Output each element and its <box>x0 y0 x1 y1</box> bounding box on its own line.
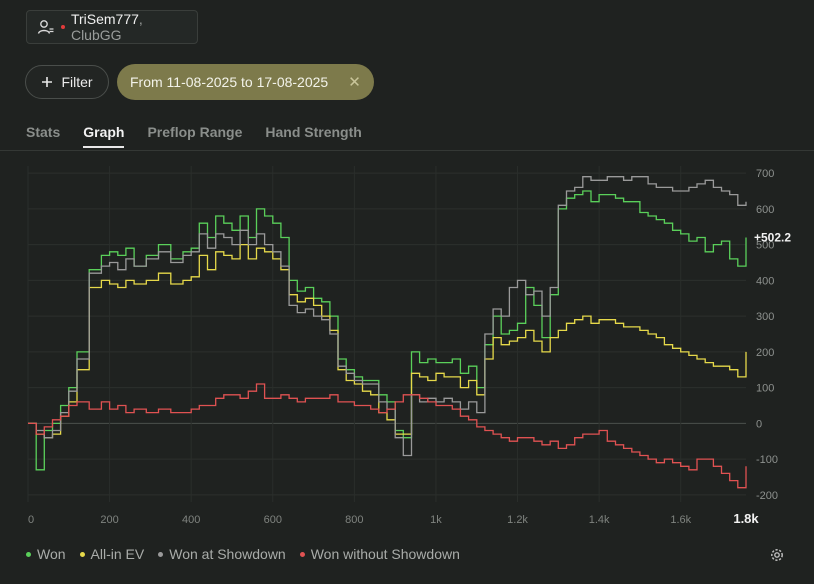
legend-item-allin-ev[interactable]: All-in EV <box>79 546 145 562</box>
player-name: TriSem777 <box>70 11 139 27</box>
player-selector[interactable]: TriSem777, ClubGG <box>26 10 198 44</box>
player-label: TriSem777, ClubGG <box>71 11 197 43</box>
y-tick-label: -100 <box>756 454 778 466</box>
y-tick-label: 500 <box>756 240 774 252</box>
tabs-divider <box>0 150 814 151</box>
y-tick-label: -200 <box>756 490 778 502</box>
x-tick-label: 1.6k <box>670 514 691 526</box>
legend-dot <box>158 551 164 557</box>
tab-bar: Stats Graph Preflop Range Hand Strength <box>26 124 385 148</box>
legend-dot <box>299 551 305 557</box>
tab-stats[interactable]: Stats <box>26 124 61 140</box>
x-tick-label: 400 <box>182 514 200 526</box>
chart-legend: Won All-in EV Won at Showdown Won withou… <box>26 546 460 562</box>
close-icon[interactable]: ✕ <box>348 74 361 91</box>
gear-icon[interactable] <box>768 546 786 564</box>
x-tick-label: 1k <box>430 514 442 526</box>
y-tick-label: 200 <box>756 347 774 359</box>
legend-label: All-in EV <box>90 546 145 562</box>
legend-item-won[interactable]: Won <box>26 546 66 562</box>
y-tick-label: 600 <box>756 204 774 216</box>
series-line-all-in-ev <box>28 243 747 439</box>
x-tick-label: 600 <box>264 514 282 526</box>
tab-hand-strength[interactable]: Hand Strength <box>265 124 362 140</box>
profit-graph[interactable]: -200 -100 0 100 200 300 400 500 600 700 0 200 400 600… <box>0 152 814 548</box>
date-range-chip[interactable]: From 11-08-2025 to 17-08-2025 ✕ <box>117 64 374 100</box>
filter-button[interactable]: Filter <box>25 65 109 99</box>
x-tick-label: 1.2k <box>507 514 528 526</box>
player-club: , ClubGG <box>70 11 143 43</box>
end-value-label: +502.2 <box>754 230 791 244</box>
tab-preflop-range[interactable]: Preflop Range <box>147 124 243 140</box>
legend-dot <box>79 551 85 557</box>
filter-label: Filter <box>61 74 93 90</box>
series-line-won <box>28 190 747 471</box>
legend-dot <box>26 551 31 557</box>
legend-label: Won without Showdown <box>310 546 460 562</box>
plus-icon <box>42 77 53 87</box>
x-tick-label: 200 <box>100 514 118 526</box>
legend-label: Won at Showdown <box>169 546 286 562</box>
chart-svg[interactable]: -200 -100 0 100 200 300 400 500 600 700 0 200 400 600… <box>0 152 814 548</box>
date-range-label: From 11-08-2025 to 17-08-2025 <box>130 74 329 90</box>
y-tick-label: 0 <box>756 418 762 430</box>
y-tick-label: 400 <box>756 275 774 287</box>
legend-item-won-without-showdown[interactable]: Won without Showdown <box>299 546 460 562</box>
user-switch-icon <box>37 20 54 34</box>
legend-item-won-showdown[interactable]: Won at Showdown <box>158 546 286 562</box>
x-tick-label: 1.4k <box>589 514 610 526</box>
series-line-won-without-showdown <box>28 383 747 489</box>
y-tick-label: 300 <box>756 311 774 323</box>
status-dot <box>60 25 65 29</box>
x-end-label: 1.8k <box>733 511 759 526</box>
x-tick-label: 800 <box>345 514 363 526</box>
tab-graph[interactable]: Graph <box>83 124 125 148</box>
legend-label: Won <box>37 546 66 562</box>
y-tick-label: 100 <box>756 383 774 395</box>
x-tick-label: 0 <box>28 514 34 526</box>
y-tick-label: 700 <box>756 168 774 180</box>
